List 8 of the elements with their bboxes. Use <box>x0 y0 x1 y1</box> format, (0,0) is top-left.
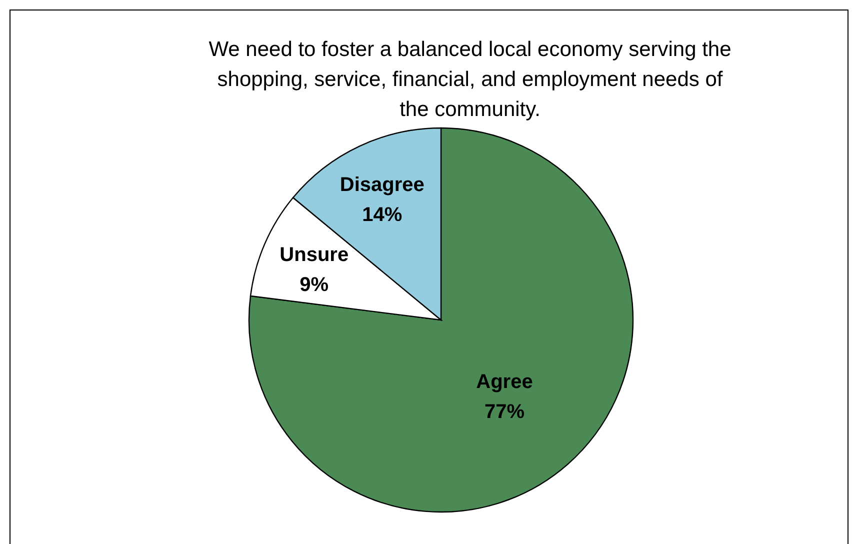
chart-title: We need to foster a balanced local economy serving the shopping, service, financial, and employment needs of the community. <box>208 38 732 121</box>
data-label: 14% <box>362 204 402 226</box>
data-label: 9% <box>300 274 329 296</box>
pie-slice <box>248 127 634 512</box>
data-label: 77% <box>484 401 525 424</box>
slice-label: Unsure <box>280 244 349 266</box>
slice-label: Agree <box>476 371 533 394</box>
slice-label: Disagree <box>340 174 424 196</box>
